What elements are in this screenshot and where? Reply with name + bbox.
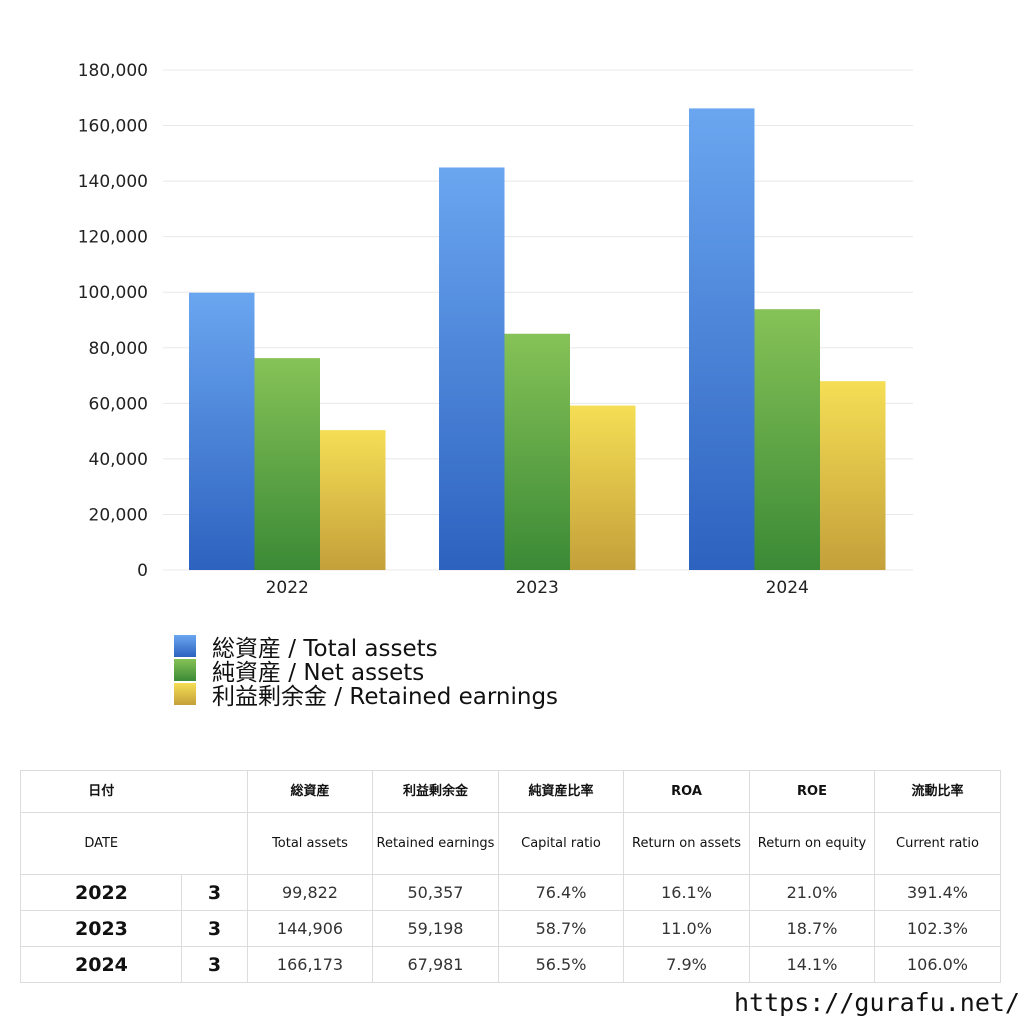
header-roa-en: Return on assets bbox=[623, 812, 750, 875]
y-tick-label: 180,000 bbox=[78, 61, 148, 81]
table-row: 2022 3 99,822 50,357 76.4% 16.1% 21.0% 3… bbox=[20, 874, 1001, 911]
cell-current-ratio: 391.4% bbox=[874, 874, 1001, 911]
header-retained-en: Retained earnings bbox=[372, 812, 499, 875]
legend-item-total-assets: 総資産 / Total assets bbox=[174, 634, 558, 662]
cell-roa: 7.9% bbox=[623, 946, 750, 983]
cell-total-assets: 166,173 bbox=[247, 946, 373, 983]
y-tick-label: 60,000 bbox=[89, 394, 148, 414]
cell-total-assets: 99,822 bbox=[247, 874, 373, 911]
y-tick-label: 160,000 bbox=[78, 117, 148, 137]
site-url[interactable]: https://gurafu.net/ bbox=[734, 988, 1020, 1017]
cell-month: 3 bbox=[181, 946, 248, 983]
bar-2023-series-0 bbox=[439, 167, 505, 570]
cell-year: 2022 bbox=[20, 874, 182, 911]
cell-roa: 16.1% bbox=[623, 874, 750, 911]
header-roa-jp: ROA bbox=[623, 770, 750, 813]
cell-retained: 67,981 bbox=[372, 946, 499, 983]
cell-year: 2024 bbox=[20, 946, 182, 983]
x-axis-ticks: 2022 2023 2024 bbox=[266, 578, 809, 598]
cell-retained: 50,357 bbox=[372, 874, 499, 911]
legend-swatch-retained-earnings bbox=[174, 683, 196, 705]
header-total-assets-jp: 総資産 bbox=[247, 770, 373, 813]
x-tick-label: 2024 bbox=[766, 578, 809, 598]
header-month-jp bbox=[181, 770, 248, 813]
financial-table: 日付 総資産 利益剰余金 純資産比率 ROA ROE 流動比率 DATE Tot… bbox=[20, 770, 1001, 983]
legend-swatch-total-assets bbox=[174, 635, 196, 657]
y-tick-label: 20,000 bbox=[89, 505, 148, 525]
table-row: 2024 3 166,173 67,981 56.5% 7.9% 14.1% 1… bbox=[20, 946, 1001, 983]
bar-2023-series-1 bbox=[504, 333, 570, 570]
cell-month: 3 bbox=[181, 874, 248, 911]
legend-swatch-net-assets bbox=[174, 659, 196, 681]
header-retained-jp: 利益剰余金 bbox=[372, 770, 499, 813]
y-tick-label: 0 bbox=[137, 561, 148, 581]
table-row: 2023 3 144,906 59,198 58.7% 11.0% 18.7% … bbox=[20, 910, 1001, 947]
legend-label: 利益剰余金 / Retained earnings bbox=[212, 684, 559, 710]
cell-month: 3 bbox=[181, 910, 248, 947]
bar-2023-series-2 bbox=[570, 405, 636, 570]
chart-bars bbox=[189, 108, 886, 571]
legend-label: 純資産 / Net assets bbox=[212, 660, 425, 686]
y-tick-label: 40,000 bbox=[89, 450, 148, 470]
header-date-en: DATE bbox=[20, 812, 182, 875]
y-tick-label: 140,000 bbox=[78, 172, 148, 192]
cell-retained: 59,198 bbox=[372, 910, 499, 947]
cell-roe: 18.7% bbox=[749, 910, 875, 947]
x-tick-label: 2022 bbox=[266, 578, 309, 598]
x-tick-label: 2023 bbox=[516, 578, 559, 598]
bar-2022-series-1 bbox=[254, 358, 320, 570]
bar-2022-series-2 bbox=[320, 430, 386, 570]
bar-2022-series-0 bbox=[189, 292, 255, 570]
header-total-assets-en: Total assets bbox=[247, 812, 373, 875]
cell-capital-ratio: 56.5% bbox=[498, 946, 624, 983]
legend-label: 総資産 / Total assets bbox=[212, 636, 438, 662]
header-roe-en: Return on equity bbox=[749, 812, 875, 875]
header-roe-jp: ROE bbox=[749, 770, 875, 813]
bar-2024-series-1 bbox=[754, 309, 820, 570]
cell-year: 2023 bbox=[20, 910, 182, 947]
y-tick-label: 80,000 bbox=[89, 339, 148, 359]
cell-roa: 11.0% bbox=[623, 910, 750, 947]
header-current-ratio-jp: 流動比率 bbox=[874, 770, 1001, 813]
cell-roe: 14.1% bbox=[749, 946, 875, 983]
header-month-en bbox=[181, 812, 248, 875]
header-capital-ratio-jp: 純資産比率 bbox=[498, 770, 624, 813]
cell-current-ratio: 102.3% bbox=[874, 910, 1001, 947]
table-header-en: DATE Total assets Retained earnings Capi… bbox=[20, 812, 1001, 875]
header-date-jp: 日付 bbox=[20, 770, 182, 813]
legend-item-retained-earnings: 利益剰余金 / Retained earnings bbox=[174, 682, 558, 710]
chart-legend: 総資産 / Total assets 純資産 / Net assets 利益剰余… bbox=[174, 634, 558, 710]
bar-2024-series-2 bbox=[820, 381, 886, 570]
cell-capital-ratio: 76.4% bbox=[498, 874, 624, 911]
cell-roe: 21.0% bbox=[749, 874, 875, 911]
y-axis-ticks: 0 20,000 40,000 60,000 80,000 100,000 120,000 1… bbox=[78, 61, 148, 581]
cell-total-assets: 144,906 bbox=[247, 910, 373, 947]
y-tick-label: 100,000 bbox=[78, 283, 148, 303]
y-tick-label: 120,000 bbox=[78, 228, 148, 248]
cell-current-ratio: 106.0% bbox=[874, 946, 1001, 983]
bar-chart: 0 20,000 40,000 60,000 80,000 100,000 120,000 1… bbox=[78, 61, 913, 598]
bar-2024-series-0 bbox=[689, 108, 755, 571]
cell-capital-ratio: 58.7% bbox=[498, 910, 624, 947]
table-header-jp: 日付 総資産 利益剰余金 純資産比率 ROA ROE 流動比率 bbox=[20, 770, 1001, 813]
header-current-ratio-en: Current ratio bbox=[874, 812, 1001, 875]
legend-item-net-assets: 純資産 / Net assets bbox=[174, 658, 558, 686]
header-capital-ratio-en: Capital ratio bbox=[498, 812, 624, 875]
